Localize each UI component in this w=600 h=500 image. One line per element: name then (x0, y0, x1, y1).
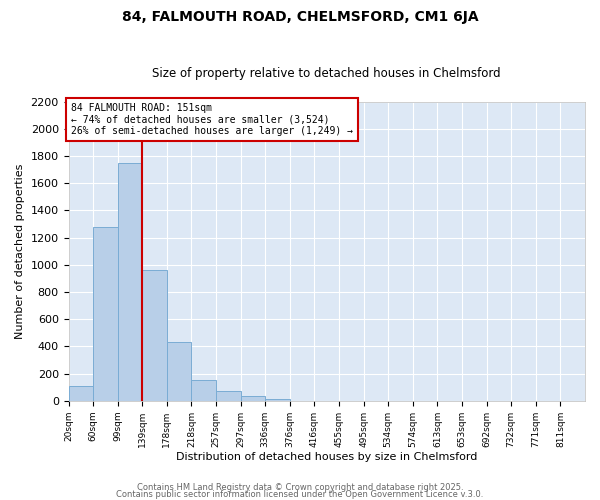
Bar (265, 399, 290, 401)
Text: Contains HM Land Registry data © Crown copyright and database right 2025.: Contains HM Land Registry data © Crown c… (137, 484, 463, 492)
Bar (118, 162, 142, 401)
Text: 84, FALMOUTH ROAD, CHELMSFORD, CM1 6JA: 84, FALMOUTH ROAD, CHELMSFORD, CM1 6JA (122, 10, 478, 24)
Text: Contains public sector information licensed under the Open Government Licence v.: Contains public sector information licen… (116, 490, 484, 499)
Text: 84 FALMOUTH ROAD: 151sqm
← 74% of detached houses are smaller (3,524)
26% of sem: 84 FALMOUTH ROAD: 151sqm ← 74% of detach… (71, 103, 353, 136)
Title: Size of property relative to detached houses in Chelmsford: Size of property relative to detached ho… (152, 66, 501, 80)
X-axis label: Distribution of detached houses by size in Chelmsford: Distribution of detached houses by size … (176, 452, 478, 462)
Y-axis label: Number of detached properties: Number of detached properties (15, 164, 25, 339)
Bar (216, 390, 241, 401)
Bar (68, 386, 93, 401)
Bar (241, 396, 265, 401)
Bar (142, 270, 167, 401)
Bar (93, 226, 118, 401)
Bar (191, 380, 216, 401)
Bar (167, 342, 191, 401)
